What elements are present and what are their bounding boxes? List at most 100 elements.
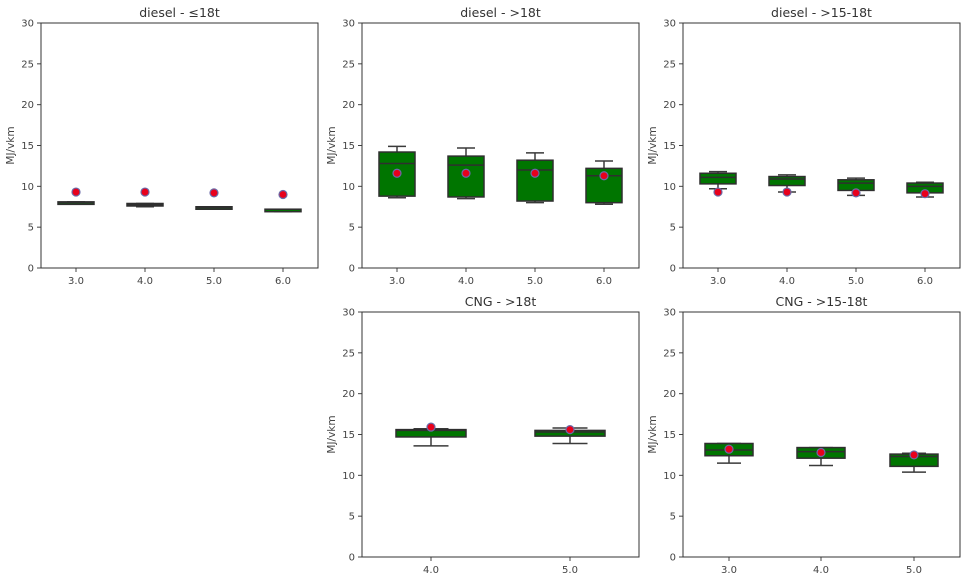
x-tick-label: 6.0 [596,276,612,287]
y-tick-label: 30 [663,19,676,30]
subplot-4: CNG - >18t MJ/vkm 0 5 10 15 20 25 30 4.0 5.0 [326,294,640,576]
mean-marker [278,189,288,200]
subplot-title: diesel - >15-18t [771,5,872,20]
y-tick-label: 15 [342,141,355,152]
mean-marker [461,168,471,178]
y-tick-label: 25 [21,59,34,70]
y-tick-label: 20 [663,389,676,400]
mean-marker [565,425,575,435]
box-body [768,175,806,187]
mean-marker [71,187,81,197]
y-tick-label: 25 [663,59,676,70]
y-tick-label: 5 [670,512,676,523]
mean-marker [724,444,734,454]
box-4.0 [768,174,806,197]
y-tick-label: 20 [342,100,355,111]
x-tick-label: 5.0 [848,276,864,287]
x-tick-label: 3.0 [389,276,405,287]
box-4.0 [796,446,846,467]
mean-marker [599,171,609,181]
box-3.0 [704,442,754,464]
y-tick-label: 20 [663,100,676,111]
y-tick-label: 5 [349,223,355,234]
y-tick-label: 15 [21,141,34,152]
y-tick-label: 30 [21,19,34,30]
subplot-3: diesel - >15-18t MJ/vkm 0 5 10 15 20 25 30 3.0 4.0… [647,5,961,287]
y-axis-label: MJ/vkm [326,415,338,453]
y-tick-label: 0 [349,264,355,275]
y-tick-label: 5 [670,223,676,234]
y-tick-label: 15 [663,430,676,441]
x-tick-label: 5.0 [206,276,222,287]
x-tick-label: 5.0 [527,276,543,287]
axes-frame [682,22,961,269]
x-tick-label: 4.0 [813,565,829,576]
box-3.0 [57,187,95,206]
y-tick-label: 30 [663,308,676,319]
subplot-5: CNG - >15-18t MJ/vkm 0 5 10 15 20 25 30 3.0 4.0 5.0 [647,294,961,576]
axes-frame [361,311,640,558]
subplot-2: diesel - >18t MJ/vkm 0 5 10 15 20 25 30 3.0 4.0 5.0… [326,5,640,287]
x-tick-label: 4.0 [423,565,439,576]
y-axis-label: MJ/vkm [326,126,338,164]
y-tick-label: 30 [342,308,355,319]
y-tick-label: 0 [670,264,676,275]
axes-frame [40,22,319,269]
y-tick-label: 20 [342,389,355,400]
x-tick-label: 4.0 [779,276,795,287]
y-tick-label: 25 [342,59,355,70]
mean-marker [851,188,861,198]
subplot-1: diesel - ≤18t MJ/vkm 0 5 10 15 20 25 30 3.0 4.0 5.0… [5,5,319,287]
y-tick-label: 0 [349,553,355,564]
y-axis-label: MJ/vkm [5,126,17,164]
y-tick-label: 20 [21,100,34,111]
y-tick-label: 10 [21,182,34,193]
x-tick-label: 6.0 [917,276,933,287]
box-5.0 [837,177,875,198]
box-5.0 [889,450,939,473]
y-tick-label: 5 [28,223,34,234]
box-body [699,172,737,185]
x-tick-label: 5.0 [562,565,578,576]
box-6.0 [585,160,623,206]
y-tick-label: 10 [342,182,355,193]
subplot-title: diesel - >18t [460,5,541,20]
y-tick-label: 25 [663,348,676,359]
box-6.0 [906,181,944,199]
y-tick-label: 10 [342,471,355,482]
x-tick-label: 4.0 [458,276,474,287]
y-tick-label: 0 [28,264,34,275]
box-5.0 [516,152,554,204]
box-4.0 [447,147,485,200]
x-tick-label: 6.0 [275,276,291,287]
box-3.0 [699,170,737,197]
mean-marker [816,447,826,458]
mean-marker [530,168,540,178]
x-tick-label: 5.0 [906,565,922,576]
y-axis-label: MJ/vkm [647,415,659,453]
subplot-title: diesel - ≤18t [139,5,220,20]
subplot-title: CNG - >15-18t [776,294,868,309]
box-5.0 [195,188,233,210]
y-tick-label: 10 [663,182,676,193]
mean-marker [209,188,219,198]
axes-frame [361,22,640,269]
mean-marker [713,187,723,197]
mean-marker [140,187,150,197]
mean-marker [909,450,919,460]
box-6.0 [264,189,302,213]
y-tick-label: 30 [342,19,355,30]
x-tick-label: 3.0 [710,276,726,287]
box-5.0 [534,425,606,445]
y-tick-label: 0 [670,553,676,564]
y-tick-label: 15 [663,141,676,152]
mean-marker [920,189,930,199]
y-axis-label: MJ/vkm [647,126,659,164]
box-4.0 [126,187,164,208]
box-body [516,159,554,202]
y-tick-label: 10 [663,471,676,482]
y-tick-label: 15 [342,430,355,441]
box-3.0 [378,145,416,199]
subplot-title: CNG - >18t [465,294,537,309]
